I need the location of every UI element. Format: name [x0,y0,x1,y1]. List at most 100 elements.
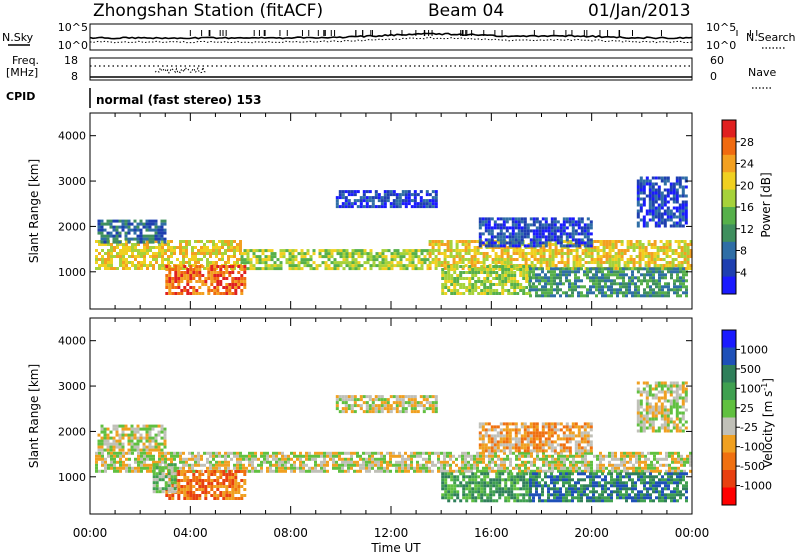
heatmap-cell [662,463,665,467]
heatmap-cell [389,463,392,467]
heatmap-cell [275,463,278,467]
heatmap-cell [547,232,551,236]
heatmap-cell [599,457,602,461]
heatmap-cell [616,282,619,286]
heatmap-cell [124,234,128,238]
heatmap-cell [365,451,368,455]
heatmap-cell [578,264,582,267]
heatmap-cell [517,220,521,224]
heatmap-cell [173,454,176,458]
heatmap-cell [538,294,541,298]
heatmap-cell [204,497,208,500]
heatmap-cell [416,451,419,455]
heatmap-cell [402,267,406,271]
heatmap-cell [348,255,352,259]
heatmap-cell [568,499,571,503]
heatmap-cell [636,182,640,186]
heatmap-cell [434,261,438,264]
heatmap-cell [532,496,535,500]
heatmap-cell [593,246,597,249]
heatmap-cell [413,205,417,209]
heatmap-cell [149,246,152,249]
heatmap-cell [478,226,482,230]
heatmap-cell [183,485,187,488]
heatmap-cell [683,460,686,464]
heatmap-cell [136,445,140,449]
heatmap-cell [444,286,448,289]
heatmap-cell [610,475,613,479]
nave-tick-top: 60 [710,54,724,67]
heatmap-cell [167,487,171,491]
heatmap-cell [485,252,489,255]
heatmap-cell [321,255,325,259]
heatmap-cell [550,273,553,277]
heatmap-cell [572,258,576,261]
heatmap-cell [327,252,331,256]
heatmap-cell [528,274,532,277]
heatmap-cell [306,261,310,265]
heatmap-cell [464,258,468,261]
heatmap-cell [614,243,618,246]
heatmap-cell [516,487,520,491]
heatmap-cell [294,249,298,253]
heatmap-cell [384,267,388,271]
heatmap-cell [664,267,667,271]
heatmap-cell [512,267,516,270]
heatmap-cell [605,454,608,458]
heatmap-cell [592,490,595,494]
heatmap-cell [197,460,200,464]
heatmap-cell [521,255,525,258]
heatmap-cell [251,463,254,467]
heatmap-cell [161,454,164,458]
heatmap-cell [380,205,384,209]
heatmap-cell [608,258,612,261]
heatmap-cell [107,267,110,270]
heatmap-cell [127,225,131,229]
heatmap-cell [362,463,365,467]
heatmap-cell [125,246,128,249]
heatmap-cell [109,430,113,434]
heatmap-cell [441,496,445,500]
heatmap-cell [498,484,502,488]
heatmap-cell [149,451,152,455]
heatmap-cell [459,481,463,485]
heatmap-cell [638,463,641,467]
heatmap-cell [95,466,98,470]
heatmap-cell [675,224,679,228]
heatmap-cell [487,226,491,230]
heatmap-cell [182,240,185,243]
heatmap-cell [275,466,278,470]
heatmap-cell [525,478,529,482]
heatmap-cell [230,457,233,461]
heatmap-cell [306,252,310,256]
heatmap-cell [428,454,431,458]
heatmap-cell [312,252,316,256]
heatmap-cell [146,463,149,467]
heatmap-cell [504,496,508,500]
heatmap-cell [550,499,553,503]
heatmap-cell [574,285,577,289]
heatmap-cell [251,454,254,458]
heatmap-cell [495,478,499,482]
heatmap-cell [130,442,134,446]
heatmap-cell [332,463,335,467]
heatmap-cell [575,252,579,255]
heatmap-cell [616,276,619,280]
heatmap-cell [390,261,394,265]
heatmap-cell [656,249,660,252]
heatmap-cell [586,291,589,295]
heatmap-cell [200,246,203,249]
heatmap-cell [653,243,657,246]
heatmap-cell [574,484,577,488]
heatmap-cell [464,466,467,470]
heatmap-cell [542,249,546,252]
heatmap-cell [686,261,690,264]
heatmap-cell [506,258,510,261]
heatmap-cell [501,277,505,280]
heatmap-cell [95,249,98,252]
heatmap-cell [596,466,599,470]
heatmap-cell [378,264,382,268]
heatmap-cell [219,274,223,277]
heatmap-cell [674,249,678,252]
heatmap-cell [586,270,589,274]
